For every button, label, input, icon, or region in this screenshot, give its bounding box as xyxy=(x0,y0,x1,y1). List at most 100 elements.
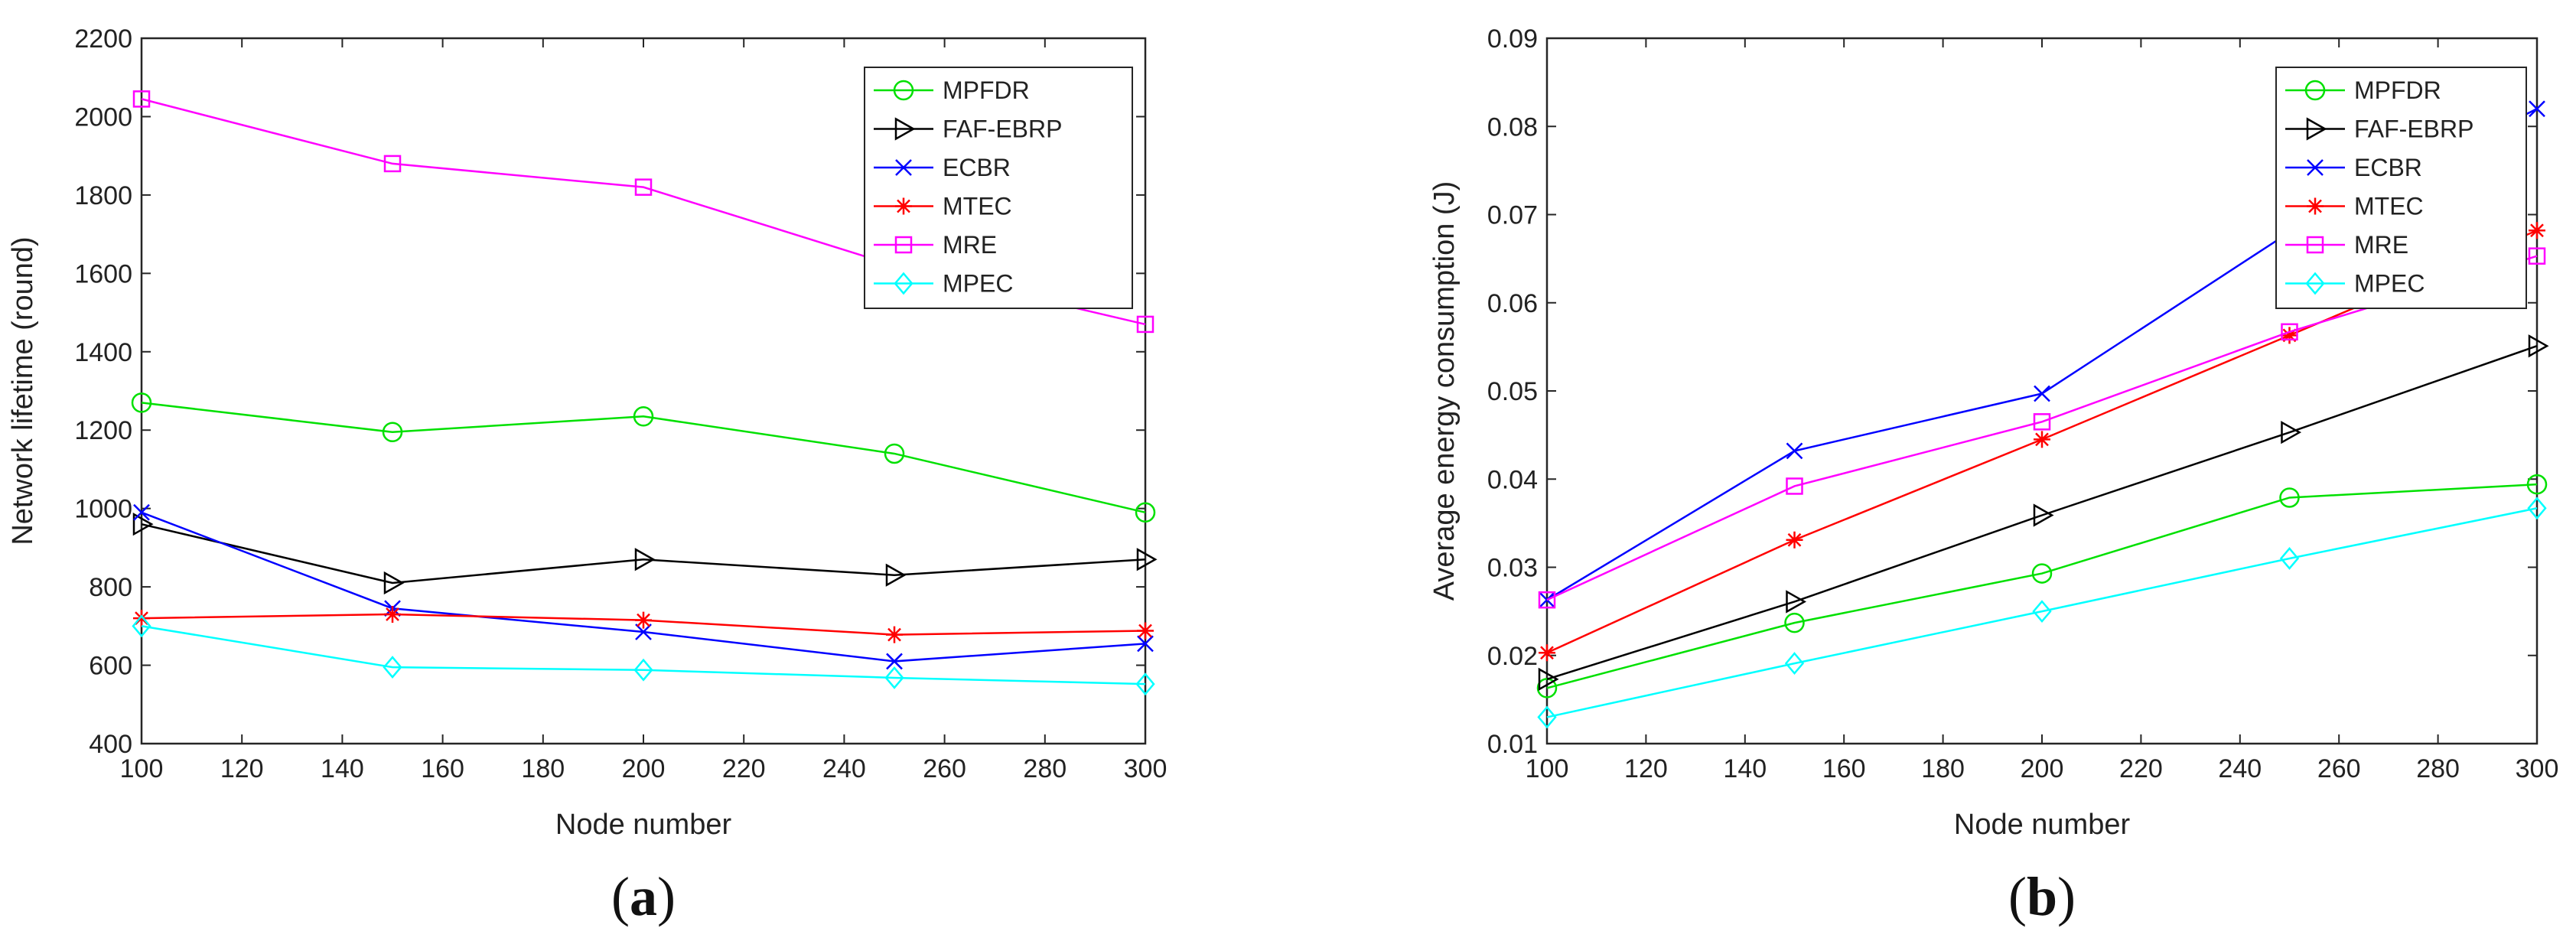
data-point-faf-ebrp-b xyxy=(1538,667,1559,692)
x-tick-label-b: 100 xyxy=(1526,754,1569,783)
x-tick-label-a: 160 xyxy=(421,754,464,783)
caption-b-close: ) xyxy=(2057,866,2076,927)
legend-box-b xyxy=(2275,67,2527,309)
legend-marker-mre-a xyxy=(894,236,913,254)
legend-label-mpec-b: MPEC xyxy=(2354,270,2425,298)
data-point-mpec-b xyxy=(1784,652,1805,676)
series-line-mpfdr-b xyxy=(1546,483,2538,689)
caption-a-open: ( xyxy=(611,866,630,927)
y-tick-label-a: 1200 xyxy=(74,416,132,445)
data-point-mpec-b xyxy=(1537,705,1557,729)
x-tick-label-a: 260 xyxy=(923,754,966,783)
legend-marker-mpfdr-a xyxy=(893,80,914,101)
data-point-mtec-a xyxy=(635,611,652,629)
panel-a: 100 120 140 160 180 200 220 240 260 280 300 400 600 8… xyxy=(7,24,1167,927)
data-point-faf-ebrp-b xyxy=(2528,334,2549,358)
series-line-mpfdr-a xyxy=(141,402,1146,514)
data-point-mpfdr-a xyxy=(382,422,403,443)
legend-label-mre-b: MRE xyxy=(2354,231,2408,259)
y-axis-label-a: Network lifetime (round) xyxy=(7,236,39,545)
data-point-mre-b xyxy=(2528,247,2546,265)
data-point-mre-a xyxy=(132,90,151,108)
data-point-ecbr-a xyxy=(635,624,652,640)
data-point-mpfdr-b xyxy=(2031,563,2053,584)
x-tick-label-b: 160 xyxy=(1822,754,1866,783)
y-tick-label-a: 400 xyxy=(89,730,132,759)
x-tick-label-a: 300 xyxy=(1124,754,1168,783)
data-point-mpfdr-a xyxy=(884,443,905,464)
y-tick-label-a: 800 xyxy=(89,573,132,602)
y-tick-label-b: 0.08 xyxy=(1487,112,1538,142)
x-tick-label-a: 220 xyxy=(722,754,766,783)
y-tick-label-b: 0.05 xyxy=(1487,377,1538,406)
data-point-faf-ebrp-a xyxy=(132,513,154,536)
y-tick-label-b: 0.09 xyxy=(1487,24,1538,54)
y-tick-label-b: 0.07 xyxy=(1487,201,1538,230)
y-tick-label-a: 1800 xyxy=(74,181,132,210)
data-point-mre-b xyxy=(2281,323,2298,341)
legend-marker-mre-b xyxy=(2306,236,2324,254)
y-tick-label-b: 0.02 xyxy=(1487,642,1538,671)
x-tick-label-b: 120 xyxy=(1624,754,1668,783)
data-point-ecbr-a xyxy=(886,653,903,670)
data-point-mtec-b xyxy=(1786,531,1803,549)
data-point-mpec-a xyxy=(1135,672,1155,696)
x-tick-label-b: 260 xyxy=(2317,754,2361,783)
legend-a: MPFDR FAF-EBRP ECBR MTEC MRE MPEC xyxy=(864,67,1133,309)
legend-marker-mpec-a xyxy=(894,272,913,295)
y-tick-label-a: 2200 xyxy=(74,24,132,54)
x-axis-label-a: Node number xyxy=(555,809,732,841)
data-point-mpec-a xyxy=(633,658,653,682)
data-point-mtec-a xyxy=(384,605,401,623)
legend-marker-ecbr-a xyxy=(895,159,912,176)
legend-marker-faf-ebrp-b xyxy=(2306,117,2327,141)
legend-label-mtec-a: MTEC xyxy=(943,193,1012,220)
data-point-mtec-b xyxy=(2529,222,2545,239)
data-point-mpfdr-a xyxy=(1135,502,1156,523)
y-tick-label-a: 1400 xyxy=(74,338,132,367)
x-tick-label-a: 120 xyxy=(220,754,264,783)
data-point-faf-ebrp-b xyxy=(2281,421,2302,444)
legend-label-mpec-a: MPEC xyxy=(943,270,1013,298)
y-axis-label-b: Average energy consumption (J) xyxy=(1428,181,1461,601)
legend-label-ecbr-b: ECBR xyxy=(2354,154,2422,181)
x-tick-label-b: 280 xyxy=(2416,754,2460,783)
legend-label-ecbr-a: ECBR xyxy=(943,154,1011,181)
caption-b-letter: b xyxy=(2027,866,2057,927)
data-point-mpfdr-a xyxy=(633,406,654,427)
data-point-mre-a xyxy=(634,178,653,196)
data-point-mtec-a xyxy=(133,610,150,627)
series-line-ecbr-a xyxy=(141,511,1146,663)
data-point-faf-ebrp-a xyxy=(885,563,907,587)
y-tick-label-b: 0.01 xyxy=(1487,730,1538,759)
y-tick-label-b: 0.04 xyxy=(1487,465,1538,494)
legend-label-mpfdr-a: MPFDR xyxy=(943,77,1030,104)
data-point-faf-ebrp-b xyxy=(1786,590,1807,614)
caption-b: (b) xyxy=(2008,866,2076,927)
y-tick-label-a: 1600 xyxy=(74,259,132,288)
x-tick-label-b: 200 xyxy=(2021,754,2064,783)
y-tick-label-b: 0.06 xyxy=(1487,289,1538,318)
plot-a: 100 120 140 160 180 200 220 240 260 280 300 400 600 8… xyxy=(74,24,1167,783)
data-point-mre-b xyxy=(1538,591,1556,609)
data-point-mpec-b xyxy=(2279,547,2300,570)
data-point-mpec-b xyxy=(2527,497,2547,520)
y-tick-label-b: 0.03 xyxy=(1487,554,1538,583)
data-point-faf-ebrp-b xyxy=(2033,503,2054,527)
legend-marker-mpec-b xyxy=(2305,272,2325,295)
data-point-mtec-a xyxy=(1137,622,1154,640)
data-point-mpfdr-b xyxy=(2526,474,2548,495)
legend-marker-mpfdr-b xyxy=(2304,80,2326,101)
legend-marker-mtec-b xyxy=(2307,197,2324,215)
data-point-ecbr-b xyxy=(2034,385,2050,402)
data-point-mtec-b xyxy=(1539,644,1555,662)
data-point-ecbr-b xyxy=(2529,100,2545,118)
x-tick-label-b: 240 xyxy=(2218,754,2262,783)
x-tick-label-b: 300 xyxy=(2516,754,2559,783)
data-point-mpec-b xyxy=(2032,600,2052,624)
data-point-ecbr-a xyxy=(1137,635,1154,653)
legend-label-faf-ebrp-a: FAF-EBRP xyxy=(943,116,1062,143)
data-point-mre-a xyxy=(383,155,402,173)
data-point-mpfdr-b xyxy=(1784,612,1805,633)
